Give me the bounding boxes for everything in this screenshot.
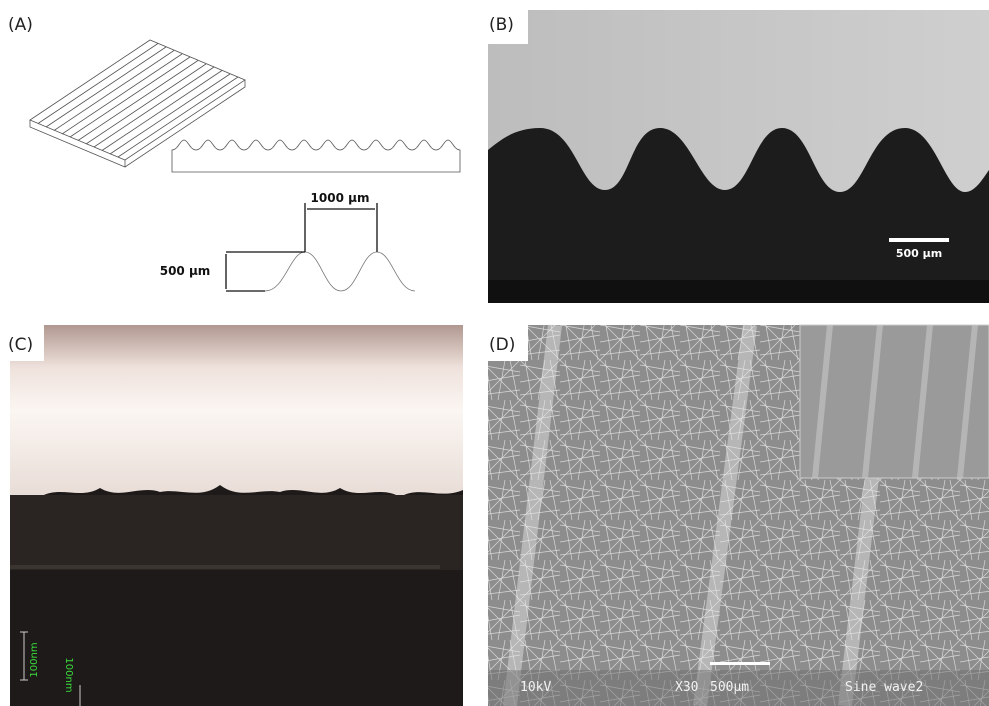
dimension-label: 1000 µm [311, 191, 370, 205]
figure: (A) 1000 µm 500 µm 500 µm (B) 100nm 100n… [0, 0, 989, 706]
voltage: 10kV [520, 680, 551, 695]
scale-bar [710, 662, 770, 665]
plate-drawing [30, 40, 245, 167]
substrate [10, 495, 463, 570]
fiber-layer [10, 325, 463, 497]
panel-a: (A) 1000 µm 500 µm [8, 15, 460, 291]
dimension-lines [226, 203, 377, 291]
sine-wave [265, 252, 415, 291]
scale-label: 500 µm [896, 247, 942, 260]
panel-label: (D) [489, 335, 515, 355]
scale-label: 100nm [63, 657, 74, 692]
base [488, 280, 989, 303]
panel-c: 100nm 100nm (C) [4, 325, 463, 706]
substrate-edge [10, 565, 440, 569]
panel-label: (C) [8, 335, 33, 355]
panel-b: 500 µm (B) [488, 10, 989, 303]
magnification: X30 [675, 680, 698, 695]
scale-label: 100nm [29, 642, 40, 677]
cross-section [172, 140, 460, 172]
panel-d: 10kV X30 500µm Sine wave2 (D) [488, 325, 989, 706]
panel-label: (A) [8, 15, 33, 35]
dimension-label: 500 µm [160, 264, 211, 278]
panel-label: (B) [489, 15, 514, 35]
sample-name: Sine wave2 [845, 680, 923, 695]
scale-bar [889, 238, 949, 242]
scale-label: 500µm [710, 680, 749, 695]
